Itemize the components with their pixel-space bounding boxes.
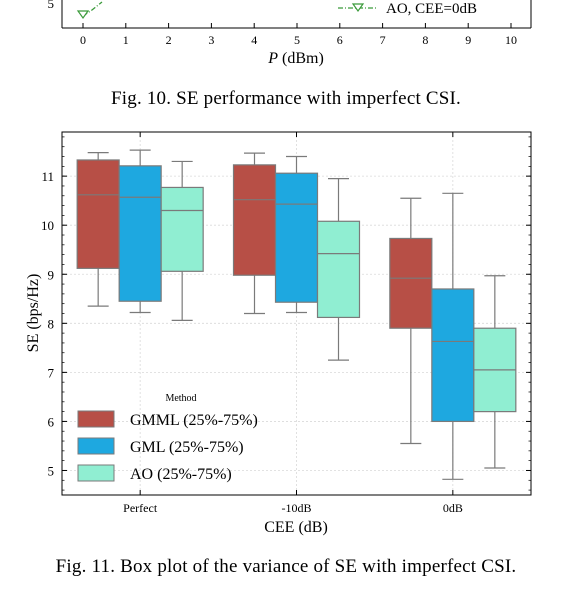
box-0-0: [76, 152, 120, 307]
top-x-tick-label: 9: [465, 33, 471, 47]
y-tick-label: 8: [48, 316, 55, 331]
x-tick-label: -10dB: [282, 501, 312, 515]
box-1-2: [431, 192, 475, 480]
iqr-box: [274, 172, 319, 303]
y-tick-label: 11: [41, 169, 54, 184]
y-tick-label: 6: [48, 414, 55, 429]
iqr-box: [389, 237, 433, 329]
top-x-tick-label: 10: [505, 33, 517, 47]
top-legend-label: AO, CEE=0dB: [386, 1, 477, 17]
top-x-tick-label: 0: [80, 33, 86, 47]
box-plot: 5 6 7 8 9 10 11 Perfect -10dB 0dB CEE (dB) SE (b…: [25, 131, 532, 536]
legend-triangle-icon: [351, 3, 365, 13]
legend-label: GMML (25%-75%): [130, 412, 258, 429]
top-x-axis-label: P (dBm): [267, 50, 324, 67]
top-x-tick-label: 7: [380, 33, 386, 47]
top-chart: 5 0 1 2 3 4 5 6 7 8 9 10 AO, CEE=0dB P (dBm): [48, 0, 532, 67]
fig11-caption: Fig. 11. Box plot of the variance of SE …: [55, 556, 517, 577]
top-y-tick-label: 5: [48, 0, 55, 11]
top-legend-entry: AO, CEE=0dB: [338, 1, 477, 17]
legend-label: AO (25%-75%): [130, 466, 232, 483]
x-tick-label: 0dB: [443, 501, 463, 515]
top-x-tick-label: 5: [294, 33, 300, 47]
box-1-1: [274, 155, 319, 314]
iqr-box: [431, 288, 475, 423]
y-tick-label: 10: [41, 218, 54, 233]
iqr-box: [160, 186, 204, 272]
top-x-tick-label: 3: [208, 33, 214, 47]
top-x-tick-label: 6: [337, 33, 343, 47]
y-tick-label: 9: [48, 267, 55, 282]
x-axis-label: CEE (dB): [264, 519, 328, 536]
iqr-box: [232, 164, 277, 276]
y-tick-label: 7: [48, 365, 55, 380]
fig10-caption: Fig. 10. SE performance with imperfect C…: [111, 88, 461, 109]
legend-swatch: [77, 464, 115, 482]
boxes: [76, 149, 517, 480]
box-2-1: [316, 178, 361, 361]
y-axis-label: SE (bps/Hz): [25, 274, 42, 353]
box-1-0: [118, 149, 162, 314]
box-0-2: [389, 197, 433, 445]
iqr-box: [316, 220, 361, 319]
x-ticks: Perfect -10dB 0dB: [123, 132, 463, 515]
top-x-tick-label: 4: [251, 33, 257, 47]
legend-swatch: [77, 437, 115, 455]
box-2-2: [473, 275, 517, 469]
legend-title: Method: [165, 393, 196, 404]
y-ticks: 5 6 7 8 9 10 11: [41, 136, 531, 491]
box-2-0: [160, 160, 204, 321]
iqr-box: [76, 159, 120, 269]
top-x-tick-label: 1: [123, 33, 129, 47]
iqr-box: [118, 165, 162, 302]
legend-items: GMML (25%-75%) GML (25%-75%) AO (25%-75%): [77, 410, 258, 483]
top-x-ticks: 0 1 2 3 4 5 6 7 8 9 10: [80, 23, 517, 47]
legend-swatch: [77, 410, 115, 428]
triangle-marker-icon: [76, 10, 90, 20]
top-x-tick-label: 8: [422, 33, 428, 47]
x-tick-label: Perfect: [123, 501, 158, 515]
top-x-tick-label: 2: [166, 33, 172, 47]
box-0-1: [232, 152, 277, 315]
y-tick-label: 5: [48, 463, 55, 478]
legend: Method GMML (25%-75%) GML (25%-75%) AO (25…: [77, 393, 258, 483]
legend-label: GML (25%-75%): [130, 439, 244, 456]
